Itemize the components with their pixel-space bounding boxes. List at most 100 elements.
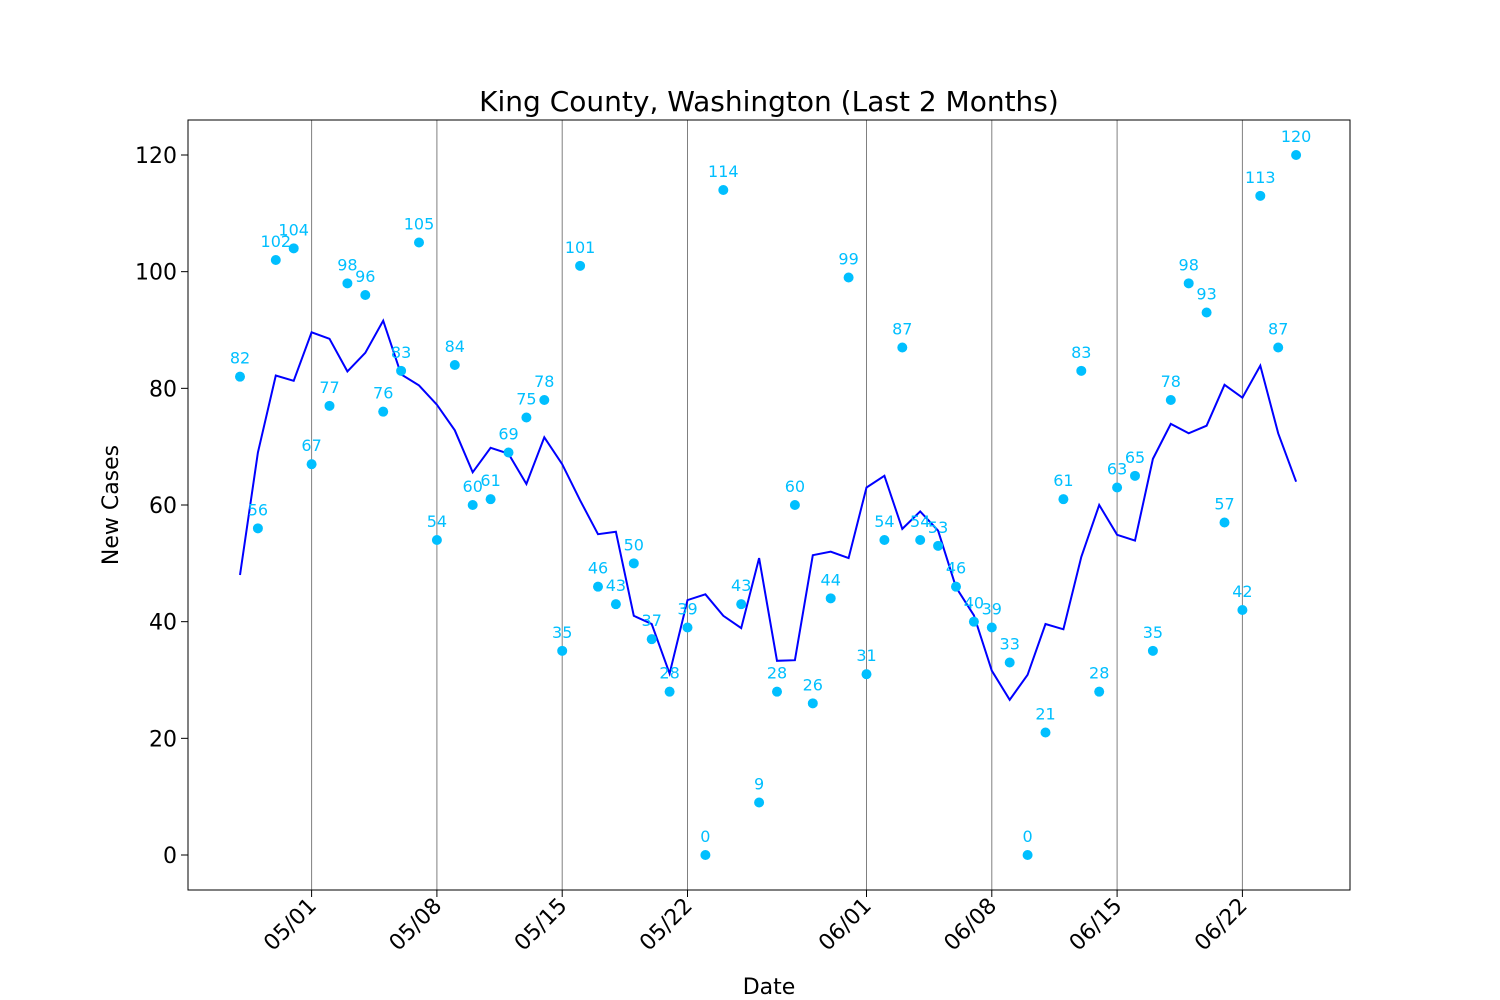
data-label: 87 xyxy=(892,320,912,339)
data-label: 53 xyxy=(928,518,948,537)
data-point xyxy=(485,494,496,505)
data-point xyxy=(521,412,532,423)
data-label: 0 xyxy=(1023,827,1033,846)
data-label: 113 xyxy=(1245,168,1276,187)
data-point xyxy=(664,686,675,697)
data-label: 54 xyxy=(910,512,930,531)
y-tick-label: 0 xyxy=(163,844,177,869)
data-label: 46 xyxy=(946,559,966,578)
data-point xyxy=(306,459,317,470)
data-label: 63 xyxy=(1107,460,1127,479)
data-point xyxy=(1058,494,1069,505)
data-label: 120 xyxy=(1281,127,1312,146)
data-point xyxy=(951,581,961,592)
x-tick-label: 05/01 xyxy=(259,894,322,957)
data-point xyxy=(754,797,765,808)
data-point xyxy=(557,645,568,656)
data-label: 54 xyxy=(427,512,447,531)
data-label: 84 xyxy=(445,337,465,356)
data-point xyxy=(593,581,603,592)
data-label: 46 xyxy=(588,559,608,578)
x-tick-label: 06/01 xyxy=(814,894,877,957)
data-label: 75 xyxy=(516,390,536,409)
data-point xyxy=(539,395,550,405)
data-label: 35 xyxy=(552,623,572,642)
y-tick-label: 100 xyxy=(135,261,177,286)
data-label: 50 xyxy=(624,535,644,554)
data-point xyxy=(270,255,281,265)
y-tick-label: 120 xyxy=(135,144,177,169)
y-tick-label: 60 xyxy=(149,494,177,519)
data-point xyxy=(843,272,854,283)
data-point xyxy=(1112,482,1123,493)
data-point xyxy=(360,290,371,300)
data-label: 44 xyxy=(821,570,841,589)
data-label: 56 xyxy=(248,500,268,519)
data-label: 43 xyxy=(731,576,751,595)
data-label: 40 xyxy=(964,594,984,613)
data-label: 76 xyxy=(373,384,393,403)
data-point xyxy=(1004,657,1015,668)
data-label: 54 xyxy=(874,512,894,531)
data-point xyxy=(610,599,621,610)
x-axis-ticks: 05/01 05/08 05/15 05/22 06/01 06/08 06/15 06/22 xyxy=(259,890,1253,957)
data-label: 93 xyxy=(1196,285,1216,304)
data-label: 83 xyxy=(391,343,411,362)
data-point xyxy=(1076,365,1087,376)
data-point xyxy=(646,634,657,645)
data-label: 87 xyxy=(1268,320,1288,339)
y-axis-ticks: 0 20 40 60 80 100 120 xyxy=(135,144,188,869)
data-point xyxy=(879,535,890,545)
data-point xyxy=(1237,605,1248,615)
data-point xyxy=(414,237,424,248)
y-tick-label: 40 xyxy=(149,611,177,636)
data-point xyxy=(1130,470,1140,481)
data-point xyxy=(1147,645,1158,656)
data-label: 60 xyxy=(463,477,483,496)
moving-average-line xyxy=(239,318,1298,702)
data-point xyxy=(1094,686,1105,697)
data-label: 57 xyxy=(1214,495,1234,514)
data-point xyxy=(467,500,478,510)
data-point xyxy=(1040,727,1051,738)
data-point xyxy=(897,342,908,353)
data-label: 69 xyxy=(498,425,518,444)
data-label: 31 xyxy=(856,646,876,665)
data-point xyxy=(825,593,836,604)
y-tick-label: 80 xyxy=(149,377,177,402)
data-point xyxy=(1201,307,1212,318)
data-point xyxy=(431,535,442,545)
data-label: 83 xyxy=(1071,343,1091,362)
data-label: 28 xyxy=(1089,664,1109,683)
data-point xyxy=(503,447,514,458)
data-label: 102 xyxy=(261,232,292,251)
data-point xyxy=(968,616,979,627)
data-point xyxy=(449,360,460,370)
y-tick-label: 20 xyxy=(149,727,177,752)
data-point xyxy=(288,243,299,254)
scatter-series xyxy=(235,150,1302,860)
plot-frame xyxy=(187,119,1351,891)
data-label: 42 xyxy=(1232,582,1252,601)
data-label: 61 xyxy=(1053,471,1073,490)
data-point xyxy=(324,400,335,411)
data-point xyxy=(342,278,353,289)
data-label: 105 xyxy=(404,215,435,234)
data-point xyxy=(1291,150,1302,160)
data-label: 78 xyxy=(534,372,554,391)
data-point xyxy=(861,669,872,680)
data-label: 60 xyxy=(785,477,805,496)
x-tick-label: 06/22 xyxy=(1190,894,1253,957)
data-label: 104 xyxy=(278,220,309,239)
data-point xyxy=(396,365,407,376)
data-label: 37 xyxy=(642,611,662,630)
data-point xyxy=(789,500,800,510)
data-label: 82 xyxy=(230,349,250,368)
data-point xyxy=(1165,395,1176,405)
data-label: 28 xyxy=(659,664,679,683)
data-label: 78 xyxy=(1161,372,1181,391)
data-point xyxy=(1219,517,1230,528)
data-label: 43 xyxy=(606,576,626,595)
data-point xyxy=(736,599,747,610)
